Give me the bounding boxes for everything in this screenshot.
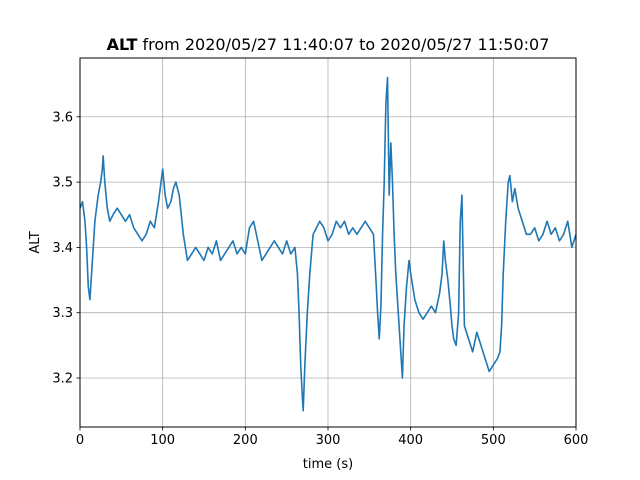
y-axis-label: ALT <box>28 231 43 253</box>
x-tick-label: 0 <box>76 433 84 448</box>
y-tick-label: 3.5 <box>52 176 73 191</box>
x-axis-label: time (s) <box>303 457 353 472</box>
y-tick-label: 3.2 <box>52 372 73 387</box>
chart-title-rest: from 2020/05/27 11:40:07 to 2020/05/27 1… <box>137 35 549 54</box>
y-tick-label: 3.6 <box>52 110 73 125</box>
data-layer <box>79 76 577 412</box>
grid <box>79 58 577 427</box>
x-tick-label: 100 <box>150 433 175 448</box>
x-tick-label: 200 <box>233 433 258 448</box>
x-tick-label: 400 <box>398 433 423 448</box>
chart-title: ALT from 2020/05/27 11:40:07 to 2020/05/… <box>107 35 550 54</box>
series-line <box>79 76 577 412</box>
x-tick-label: 300 <box>316 433 341 448</box>
y-tick-label: 3.3 <box>52 306 73 321</box>
x-tick-label: 500 <box>481 433 506 448</box>
ticks: 0 100 200 300 400 500 600 3.2 3.3 3.4 3.5 3.6 <box>52 110 588 448</box>
y-tick-label: 3.4 <box>52 241 73 256</box>
x-tick-label: 600 <box>564 433 589 448</box>
chart-title-bold: ALT <box>107 35 138 54</box>
